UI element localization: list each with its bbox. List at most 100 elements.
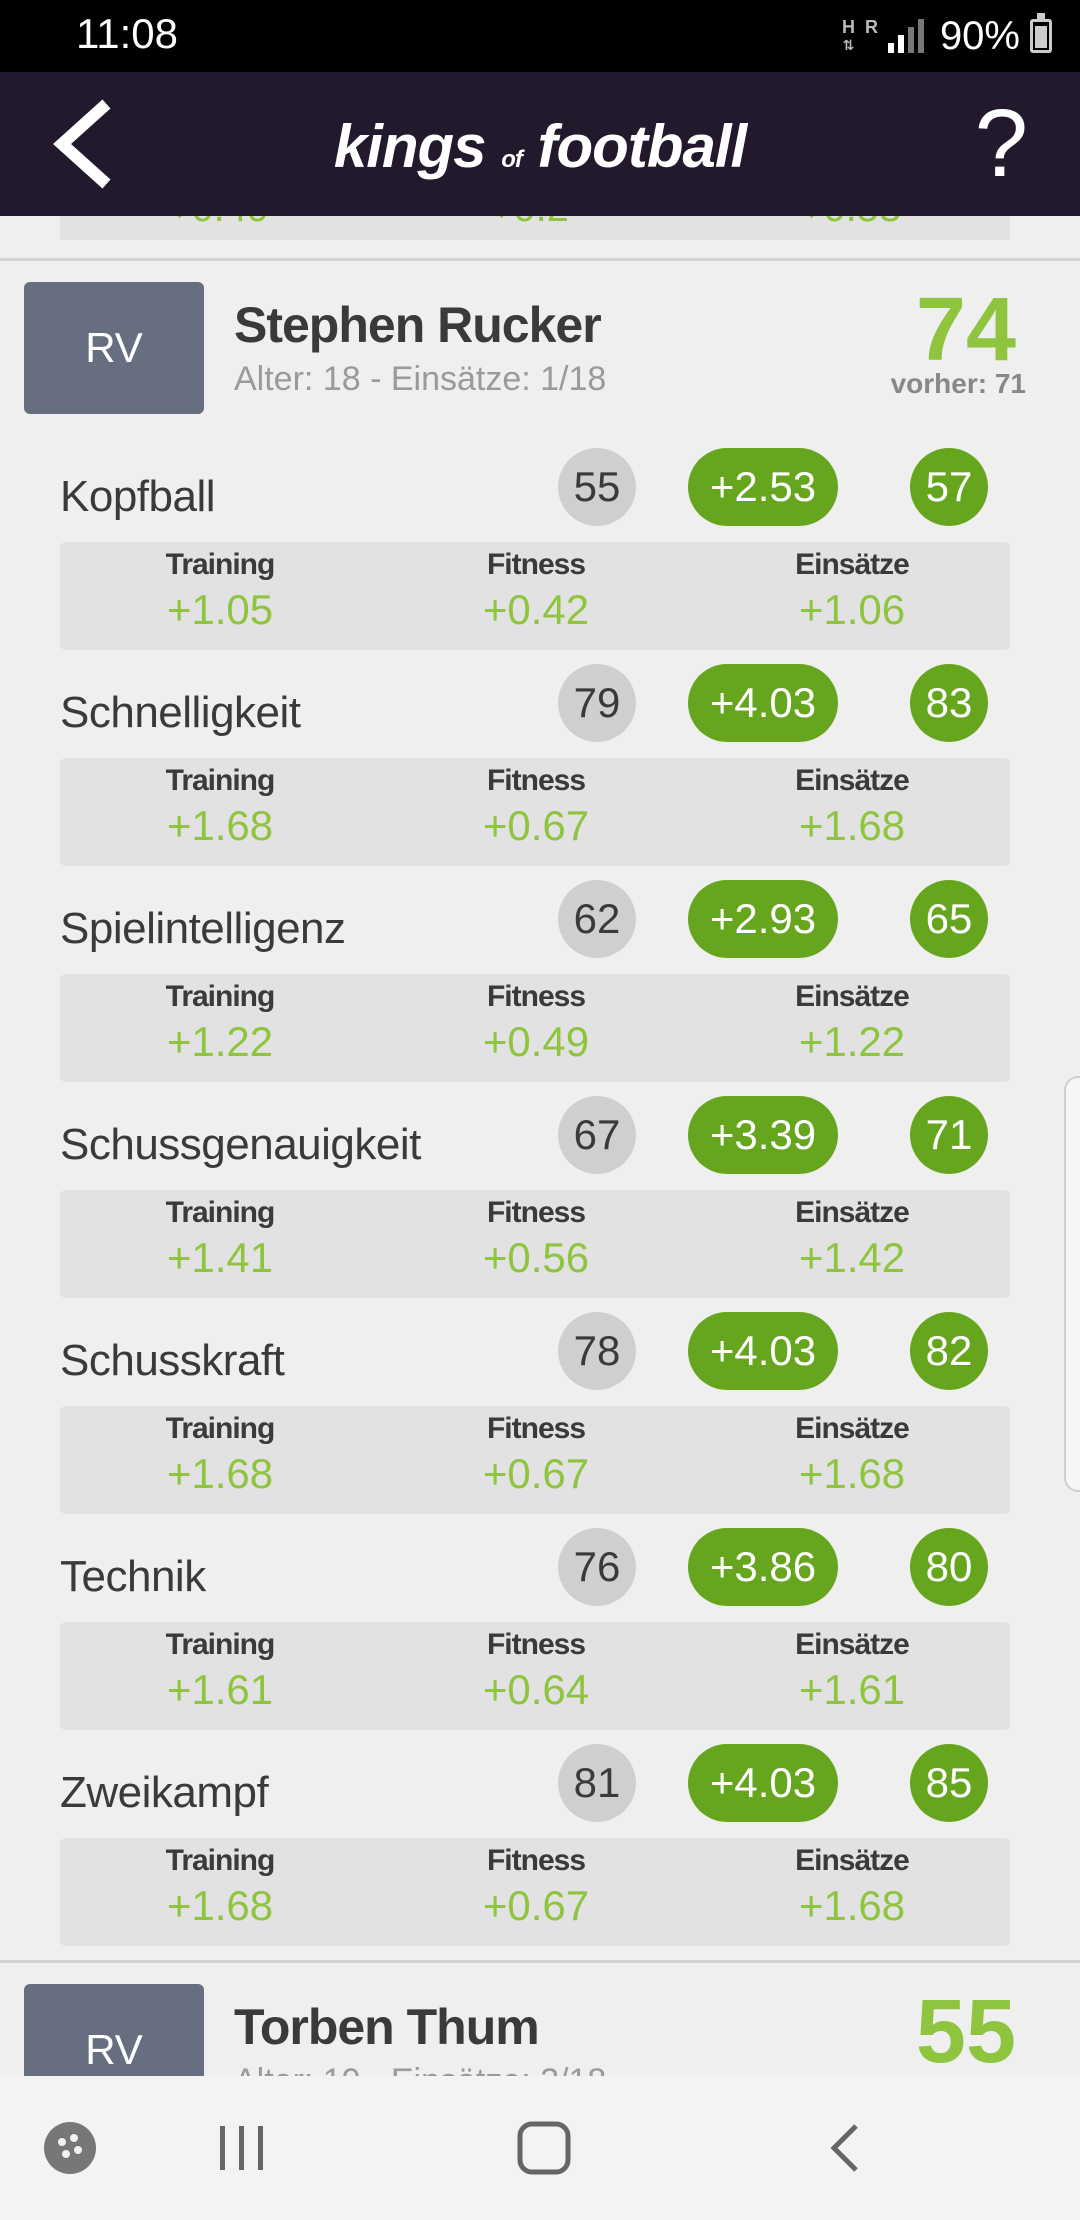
breakdown-value: +0.67	[482, 1882, 590, 1929]
edge-panel-handle[interactable]	[1064, 1076, 1080, 1492]
status-time: 11:08	[76, 10, 178, 57]
breakdown-training: Training +1.68	[100, 764, 340, 850]
attribute-delta: +4.03	[688, 1312, 838, 1390]
back-arrow-icon[interactable]	[40, 96, 136, 192]
breakdown-label: Training	[165, 764, 276, 797]
breakdown-value: +0.67	[482, 802, 590, 849]
attribute-new-value: 83	[910, 664, 988, 742]
attribute-breakdown: Training +1.41 Fitness +0.56 Einsätze +1.42	[60, 1190, 1010, 1298]
breakdown-label: Einsätze	[795, 980, 910, 1013]
attribute-name: Zweikampf	[60, 1768, 269, 1817]
back-icon[interactable]	[810, 2112, 882, 2184]
breakdown-einsaetze: Einsätze +1.42	[732, 1196, 972, 1282]
attribute-delta: +4.03	[688, 664, 838, 742]
attribute-row: Zweikampf 81 +4.03 85 Training +1.68 Fitness +0…	[0, 1744, 1080, 1960]
breakdown-value: +0.49	[482, 1018, 590, 1065]
attribute-name: Spielintelligenz	[60, 904, 346, 953]
breakdown-label: Training	[165, 980, 276, 1013]
breakdown-label: Fitness	[486, 764, 586, 797]
breakdown-value: +1.05	[166, 586, 274, 633]
attribute-breakdown: Training +1.61 Fitness +0.64 Einsätze +1.61	[60, 1622, 1010, 1730]
attribute-row: Technik 76 +3.86 80 Training +1.61 Fitness +0.6…	[0, 1528, 1080, 1744]
attribute-delta: +3.39	[688, 1096, 838, 1174]
game-launcher-icon[interactable]	[34, 2112, 106, 2184]
attribute-breakdown: Training +1.68 Fitness +0.67 Einsätze +1.68	[60, 758, 1010, 866]
breakdown-training: Training +1.05	[100, 548, 340, 634]
player-name: Stephen Rucker	[234, 297, 602, 353]
attribute-base-value: 78	[558, 1312, 636, 1390]
breakdown-label: Training	[165, 548, 276, 581]
divider	[0, 1960, 1080, 1963]
logo-of: of	[501, 146, 523, 173]
breakdown-value: +1.41	[166, 1234, 274, 1281]
player-score: 74	[915, 280, 1016, 380]
attribute-row: Kopfball 55 +2.53 57 Training +1.05 Fitness +0.…	[0, 448, 1080, 664]
attribute-new-value: 82	[910, 1312, 988, 1390]
attribute-name: Technik	[60, 1552, 206, 1601]
breakdown-einsaetze: Einsätze +1.06	[732, 548, 972, 634]
breakdown-einsaetze: Einsätze +1.68	[732, 1412, 972, 1498]
player-score: 55	[915, 1982, 1016, 2076]
breakdown-label: Training	[165, 1412, 276, 1445]
breakdown-training: Training +1.41	[100, 1196, 340, 1282]
battery-percent: 90%	[939, 13, 1020, 58]
battery-icon	[1030, 13, 1052, 53]
breakdown-training: Training +1.22	[100, 980, 340, 1066]
breakdown-training: Training +1.68	[100, 1412, 340, 1498]
logo-football: football	[537, 113, 748, 180]
player-card-header[interactable]: RV Torben Thum Alter: 19 - Einsätze: 2/1…	[0, 1984, 1080, 2076]
breakdown-training: Training +1.61	[100, 1628, 340, 1714]
breakdown-value: +1.22	[166, 1018, 274, 1065]
breakdown-label: Einsätze	[795, 1412, 910, 1445]
recent-apps-icon[interactable]	[206, 2112, 278, 2184]
attribute-row: Schussgenauigkeit 67 +3.39 71 Training +1.41 F…	[0, 1096, 1080, 1312]
attribute-row: Schnelligkeit 79 +4.03 83 Training +1.68 Fitne…	[0, 664, 1080, 880]
breakdown-value: +0.67	[482, 1450, 590, 1497]
player-previous-score: vorher: 71	[890, 368, 1026, 399]
breakdown-label: Einsätze	[795, 548, 910, 581]
previous-breakdown-strip: +0.49 +0.2 +0.53	[60, 216, 1010, 240]
divider	[0, 258, 1080, 261]
attribute-delta: +2.93	[688, 880, 838, 958]
attribute-name: Schusskraft	[60, 1336, 285, 1385]
breakdown-label: Einsätze	[795, 764, 910, 797]
attribute-row: Schusskraft 78 +4.03 82 Training +1.68 Fitness…	[0, 1312, 1080, 1528]
prev-training: +0.49	[168, 216, 269, 231]
attribute-breakdown: Training +1.22 Fitness +0.49 Einsätze +1.22	[60, 974, 1010, 1082]
attribute-new-value: 71	[910, 1096, 988, 1174]
breakdown-label: Einsätze	[795, 1196, 910, 1229]
attribute-base-value: 81	[558, 1744, 636, 1822]
attribute-name: Kopfball	[60, 472, 216, 521]
breakdown-value: +1.68	[798, 1882, 906, 1929]
breakdown-value: +0.42	[482, 586, 590, 633]
breakdown-value: +1.68	[166, 1882, 274, 1929]
breakdown-training: Training +1.68	[100, 1844, 340, 1930]
breakdown-einsaetze: Einsätze +1.68	[732, 1844, 972, 1930]
breakdown-fitness: Fitness +0.67	[416, 1844, 656, 1930]
player-card-header[interactable]: RV Stephen Rucker Alter: 18 - Einsätze: …	[0, 282, 1080, 422]
breakdown-value: +1.06	[798, 586, 906, 633]
player-list[interactable]: +0.49 +0.2 +0.53 RV Stephen Rucker Alter…	[0, 216, 1080, 2076]
breakdown-fitness: Fitness +0.49	[416, 980, 656, 1066]
attribute-base-value: 67	[558, 1096, 636, 1174]
attribute-delta: +2.53	[688, 448, 838, 526]
breakdown-label: Fitness	[486, 980, 586, 1013]
breakdown-value: +1.68	[798, 802, 906, 849]
logo-kings: kings	[333, 113, 487, 180]
home-icon[interactable]	[508, 2112, 580, 2184]
breakdown-label: Fitness	[486, 1628, 586, 1661]
signal-icon	[887, 19, 924, 53]
breakdown-einsaetze: Einsätze +1.61	[732, 1628, 972, 1714]
attribute-base-value: 79	[558, 664, 636, 742]
breakdown-fitness: Fitness +0.67	[416, 1412, 656, 1498]
help-icon[interactable]: ?	[974, 90, 1028, 197]
breakdown-fitness: Fitness +0.67	[416, 764, 656, 850]
status-icons: H ⇅ R 90%	[842, 10, 1052, 62]
breakdown-fitness: Fitness +0.56	[416, 1196, 656, 1282]
breakdown-label: Einsätze	[795, 1628, 910, 1661]
breakdown-value: +1.68	[166, 802, 274, 849]
breakdown-label: Training	[165, 1196, 276, 1229]
breakdown-label: Fitness	[486, 548, 586, 581]
breakdown-value: +0.56	[482, 1234, 590, 1281]
attribute-base-value: 76	[558, 1528, 636, 1606]
